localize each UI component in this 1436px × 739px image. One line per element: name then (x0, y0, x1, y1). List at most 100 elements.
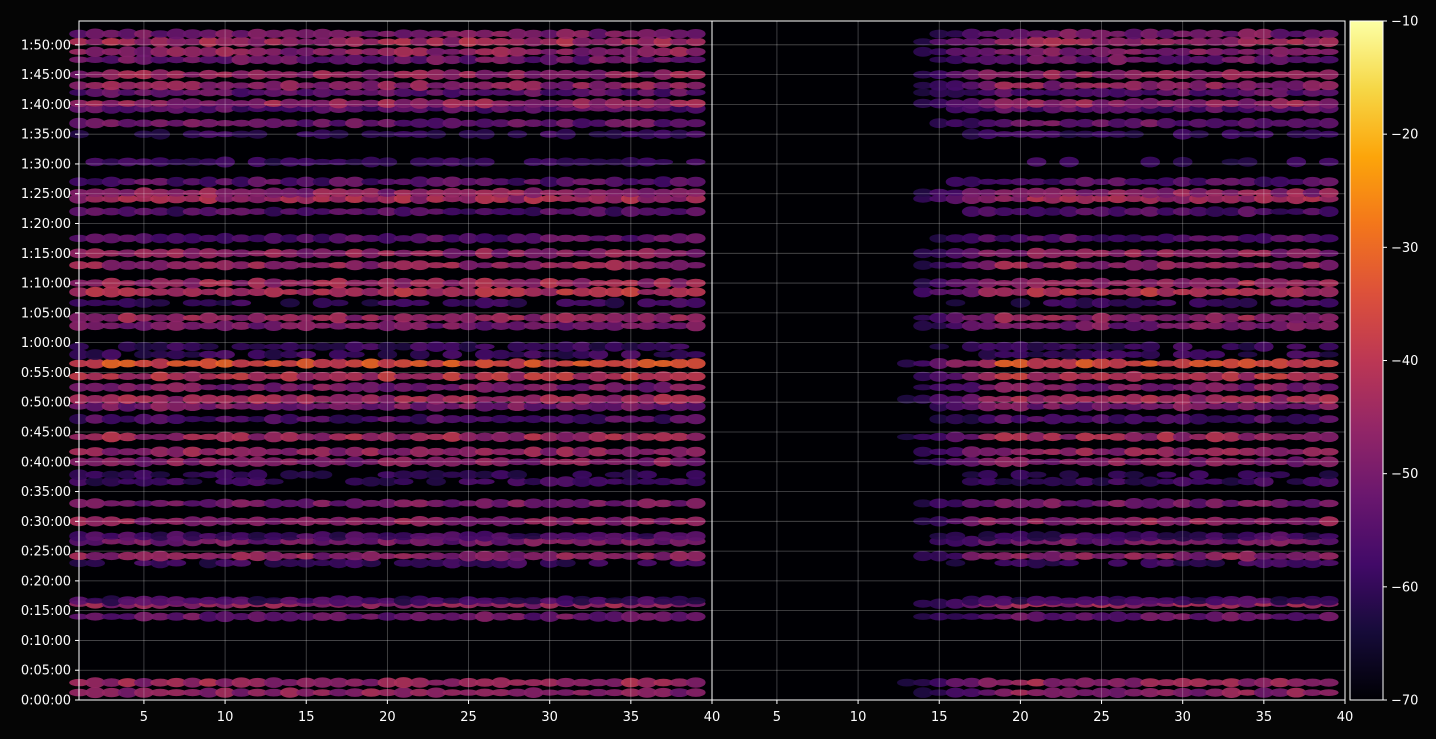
heatmap-cell (1270, 518, 1290, 525)
heatmap-cell (312, 262, 333, 269)
heatmap-cell (134, 298, 154, 308)
heatmap-cell (166, 28, 187, 40)
heatmap-cell (393, 131, 414, 138)
heatmap-cell (588, 98, 609, 109)
heatmap-cell (1075, 176, 1096, 187)
heatmap-cell (410, 458, 430, 466)
heatmap-cell (182, 371, 203, 382)
heatmap-cell (426, 208, 446, 215)
heatmap-cell (458, 689, 479, 696)
heatmap-cell (215, 478, 235, 485)
heatmap-cell (621, 477, 641, 486)
heatmap-cell (1156, 54, 1177, 65)
heatmap-cell (166, 119, 187, 127)
heatmap-cell (1221, 537, 1242, 545)
heatmap-cell (588, 55, 609, 64)
heatmap-cell (296, 498, 317, 509)
heatmap-cell (1059, 233, 1079, 243)
heatmap-cell (523, 158, 544, 166)
heatmap-cell (1059, 559, 1079, 567)
heatmap-cell (1319, 456, 1339, 468)
heatmap-cell (410, 321, 430, 331)
heatmap-cell (1270, 87, 1290, 98)
heatmap-cell (426, 99, 446, 108)
heatmap-cell (280, 322, 300, 330)
heatmap-cell (442, 431, 463, 442)
heatmap-cell (604, 81, 625, 90)
heatmap-cell (296, 358, 317, 369)
heatmap-cell (426, 456, 446, 468)
heatmap-cell (491, 612, 511, 621)
heatmap-cell (1075, 382, 1096, 392)
heatmap-cell (231, 499, 252, 508)
heatmap-cell (686, 559, 706, 567)
heatmap-cell (604, 176, 625, 187)
heatmap-cell (669, 551, 690, 562)
heatmap-cell (410, 499, 430, 508)
heatmap-cell (1140, 178, 1160, 185)
heatmap-cell (507, 233, 527, 244)
heatmap-cell (556, 234, 576, 243)
heatmap-cell (1254, 517, 1274, 526)
heatmap-cell (150, 128, 170, 140)
heatmap-cell (117, 551, 138, 561)
heatmap-cell (426, 314, 446, 322)
x-tick-label: 35 (623, 710, 640, 725)
heatmap-cell (410, 677, 430, 688)
heatmap-cell (978, 358, 998, 369)
heatmap-cell (377, 532, 398, 541)
heatmap-cell (247, 477, 268, 487)
heatmap-cell (247, 394, 268, 405)
heatmap-cell (1026, 70, 1047, 79)
heatmap-cell (442, 55, 463, 65)
heatmap-cell (1140, 299, 1160, 307)
heatmap-cell (393, 277, 414, 289)
heatmap-cell (994, 359, 1014, 368)
heatmap-cell (231, 596, 252, 605)
heatmap-cell (556, 69, 576, 80)
heatmap-cell (1237, 414, 1258, 424)
heatmap-cell (458, 395, 479, 404)
heatmap-cell (458, 157, 479, 167)
heatmap-cell (458, 177, 479, 186)
heatmap-cell (361, 458, 382, 465)
heatmap-cell (312, 248, 333, 259)
heatmap-cell (1172, 278, 1193, 289)
heatmap-cell (166, 248, 187, 259)
heatmap-cell (264, 498, 284, 509)
heatmap-cell (1059, 687, 1079, 698)
heatmap-cell (961, 372, 982, 381)
heatmap-cell (669, 195, 690, 202)
heatmap-cell (1302, 195, 1323, 203)
heatmap-cell (393, 456, 414, 468)
heatmap-cell (442, 531, 463, 542)
heatmap-cell (264, 551, 284, 561)
heatmap-cell (507, 358, 527, 369)
heatmap-cell (345, 498, 365, 509)
heatmap-cell (978, 129, 998, 140)
heatmap-cell (1172, 128, 1193, 140)
heatmap-cell (247, 596, 268, 606)
heatmap-cell (1156, 38, 1177, 46)
heatmap-cell (150, 371, 170, 382)
heatmap-cell (247, 343, 268, 350)
heatmap-cell (523, 233, 544, 244)
heatmap-cell (182, 56, 203, 64)
heatmap-cell (1156, 498, 1177, 509)
heatmap-cell (280, 187, 300, 198)
heatmap-cell (1189, 349, 1209, 360)
heatmap-cell (117, 249, 138, 258)
heatmap-cell (345, 287, 365, 297)
heatmap-cell (961, 688, 982, 697)
heatmap-cell (686, 70, 706, 80)
heatmap-cell (1091, 206, 1112, 217)
heatmap-cell (1091, 350, 1112, 359)
heatmap-cell (669, 314, 690, 322)
heatmap-cell (1026, 99, 1047, 108)
heatmap-cell (961, 433, 982, 440)
heatmap-cell (1010, 400, 1031, 412)
heatmap-cell (166, 46, 187, 57)
heatmap-cell (199, 187, 219, 198)
heatmap-cell (442, 415, 463, 424)
